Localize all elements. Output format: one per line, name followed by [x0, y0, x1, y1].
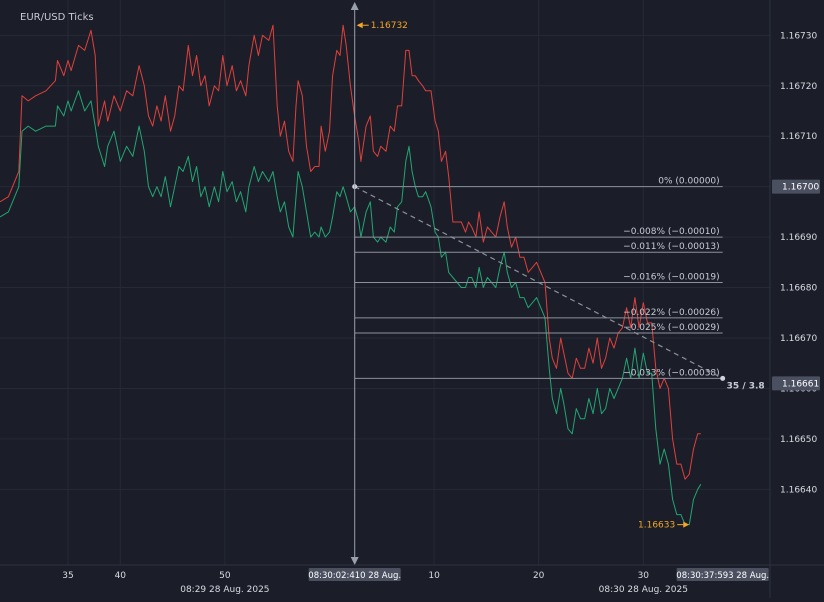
fib-level-label: −0.022% (−0.00026) [623, 308, 720, 318]
fibonacci-tool[interactable]: 0% (0.00000) −0.008% (−0.00010) −0.011% (−… [352, 21, 765, 531]
x-date-label: 08:29 28 Aug. 2025 [180, 585, 269, 595]
fib-level-label: −0.025% (−0.00029) [623, 323, 720, 333]
y-tick-label: 1.16710 [780, 132, 817, 142]
x-tick-label: 20 [533, 571, 545, 581]
fib-trend-line [354, 186, 723, 379]
crosshair-end-time-tag [676, 568, 769, 581]
fib-level-label: −0.008% (−0.00010) [623, 227, 720, 237]
fib-measure-label: 35 / 3.8 [727, 381, 765, 391]
y-tick-label: 1.16650 [780, 435, 817, 445]
y-tick-label: 1.16730 [780, 31, 817, 41]
crosshair-top-arrow [350, 2, 359, 10]
x-date-label: 08:30 28 Aug. 2025 [599, 585, 688, 595]
fib-level-label: −0.016% (−0.00019) [623, 273, 720, 283]
fib-level-label: 0% (0.00000) [658, 177, 719, 187]
high-marker-arrow [356, 22, 363, 29]
fib-level-label: −0.011% (−0.00013) [623, 242, 720, 252]
bid-series-line [0, 90, 702, 526]
low-marker-label: 1.16633 [638, 521, 675, 531]
crosshair-start-time-label: 08:30:02:410 28 Aug. [308, 571, 401, 581]
x-tick-label: 50 [219, 571, 231, 581]
x-tick-label: 40 [115, 571, 127, 581]
ask-series-line [0, 24, 701, 480]
price-series [0, 24, 702, 526]
crosshair-bottom-arrow [350, 557, 359, 565]
y-tick-label: 1.16640 [780, 485, 817, 495]
crosshair-end-time-label: 08:30:37:593 28 Aug. [676, 571, 769, 581]
y-tick-label: 1.16680 [780, 284, 817, 294]
y-tick-label: 1.16690 [780, 233, 817, 243]
fib-end-handle [720, 375, 726, 381]
x-tick-label: 35 [62, 571, 73, 581]
high-marker-label: 1.16732 [371, 21, 408, 31]
x-tick-label: 30 [638, 571, 650, 581]
crosshair [350, 2, 359, 565]
fib-level-label: −0.033% (−0.00038) [623, 368, 720, 378]
crosshair-price-label: 1.16700 [782, 183, 819, 193]
low-marker-arrow [683, 521, 690, 528]
y-tick-label: 1.16670 [780, 334, 817, 344]
crosshair-start-time-tag [308, 568, 401, 581]
chart-title: EUR/USD Ticks [20, 12, 94, 23]
current-price-tag [772, 376, 820, 391]
crosshair-price-tag [772, 179, 820, 194]
x-tick-label: 10 [428, 571, 440, 581]
current-price-label: 1.16661 [782, 379, 819, 389]
y-tick-label: 1.16720 [780, 82, 817, 92]
